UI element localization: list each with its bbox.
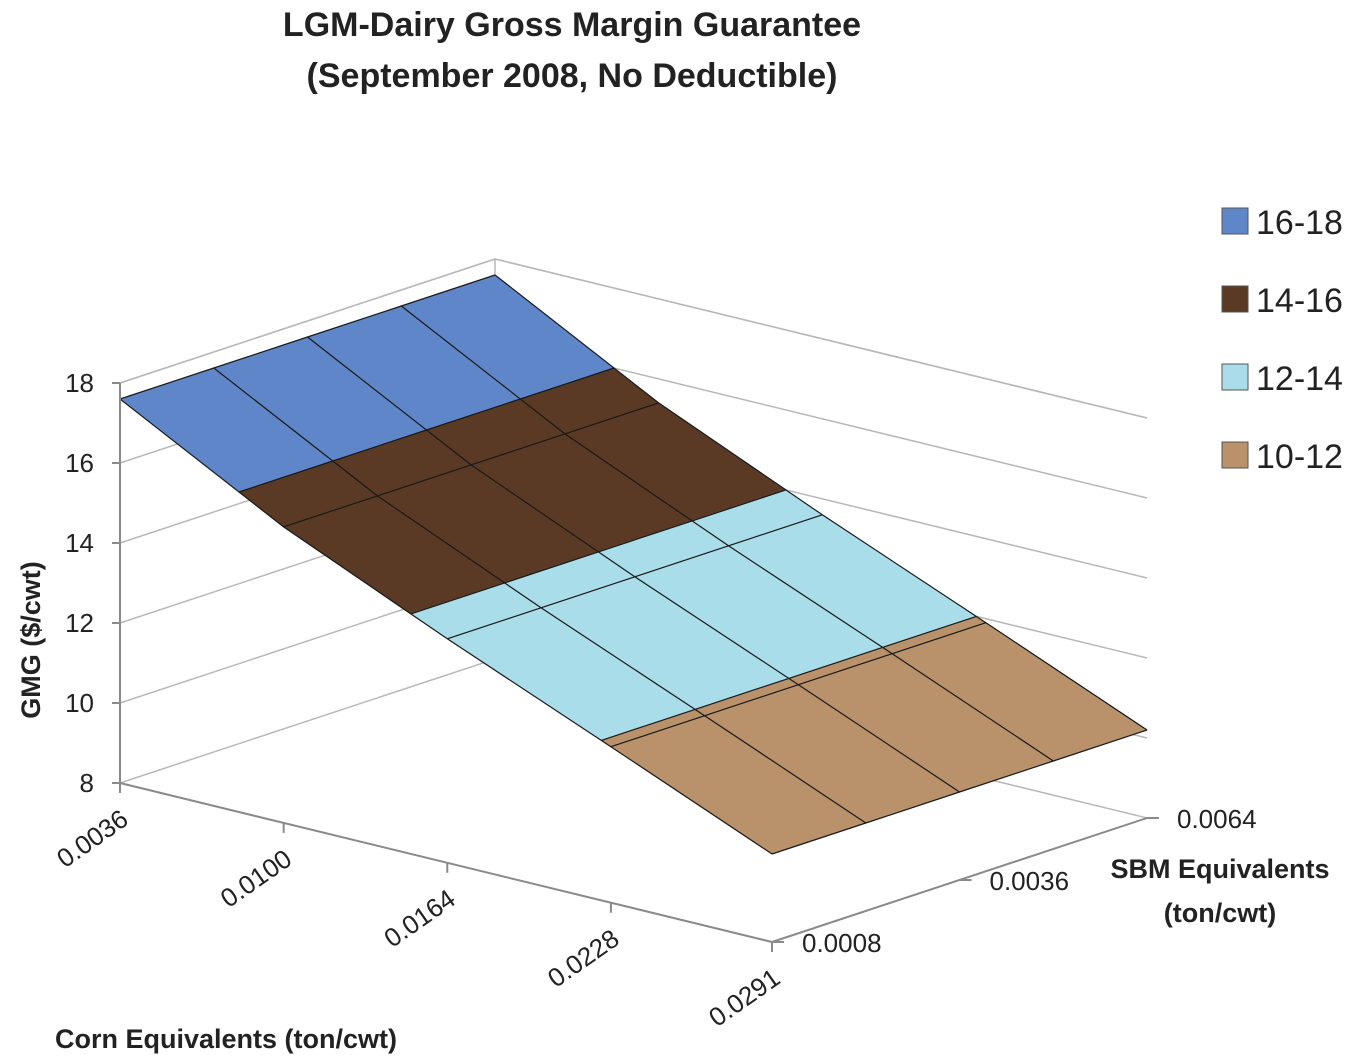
x-axis-label: Corn Equivalents (ton/cwt) xyxy=(55,1024,397,1054)
y-tick-label: 8 xyxy=(80,768,94,798)
mesh-line-depth xyxy=(213,367,867,824)
legend-label: 14-16 xyxy=(1256,282,1343,320)
mesh-line-depth xyxy=(400,305,1054,762)
mesh-line-depth xyxy=(307,336,960,793)
legend-swatch-10-12 xyxy=(1221,441,1249,469)
chart-axes xyxy=(112,382,1159,952)
band-boundary-line xyxy=(238,367,615,493)
depth-axis-label-line1: SBM Equivalents xyxy=(1110,854,1329,884)
band-boundary-line xyxy=(601,615,977,741)
chart-title-line2: (September 2008, No Deductible) xyxy=(307,57,838,95)
legend-label: 12-14 xyxy=(1256,360,1343,398)
surface-plot xyxy=(119,274,1148,855)
y-axis-label: GMG ($/cwt) xyxy=(16,561,46,719)
legend-swatch-14-16 xyxy=(1221,285,1249,313)
y-tick-label: 14 xyxy=(65,528,94,558)
legend: 16-18 14-16 12-14 10-12 xyxy=(1221,204,1343,476)
y-tick-label: 10 xyxy=(65,688,94,718)
depth-tick-label: 0.0036 xyxy=(990,866,1070,896)
x-tick-label: 0.0291 xyxy=(703,962,785,1032)
x-tick-label: 0.0228 xyxy=(542,923,624,993)
depth-axis-label-line2: (ton/cwt) xyxy=(1164,898,1276,928)
depth-tick-label: 0.0064 xyxy=(1177,804,1257,834)
x-axis-line xyxy=(119,782,773,943)
legend-label: 10-12 xyxy=(1256,438,1343,476)
y-tick-label: 18 xyxy=(65,368,94,398)
x-tick-label: 0.0036 xyxy=(51,803,133,873)
mesh-line-depth xyxy=(494,274,1148,731)
surface-gridlines xyxy=(119,274,1148,855)
band-boundary-line xyxy=(410,489,787,615)
legend-swatch-16-18 xyxy=(1221,207,1249,235)
y-tick-label: 12 xyxy=(65,608,94,638)
legend-label: 16-18 xyxy=(1256,204,1343,242)
x-tick-label: 0.0164 xyxy=(378,883,460,953)
y-tick-label: 16 xyxy=(65,448,94,478)
mesh-line-depth xyxy=(119,398,773,855)
chart-title-line1: LGM-Dairy Gross Margin Guarantee xyxy=(283,6,861,44)
x-tick-label: 0.0100 xyxy=(215,843,297,913)
legend-swatch-12-14 xyxy=(1221,363,1249,391)
depth-tick-label: 0.0008 xyxy=(802,928,882,958)
wall-gridline xyxy=(119,258,1148,419)
